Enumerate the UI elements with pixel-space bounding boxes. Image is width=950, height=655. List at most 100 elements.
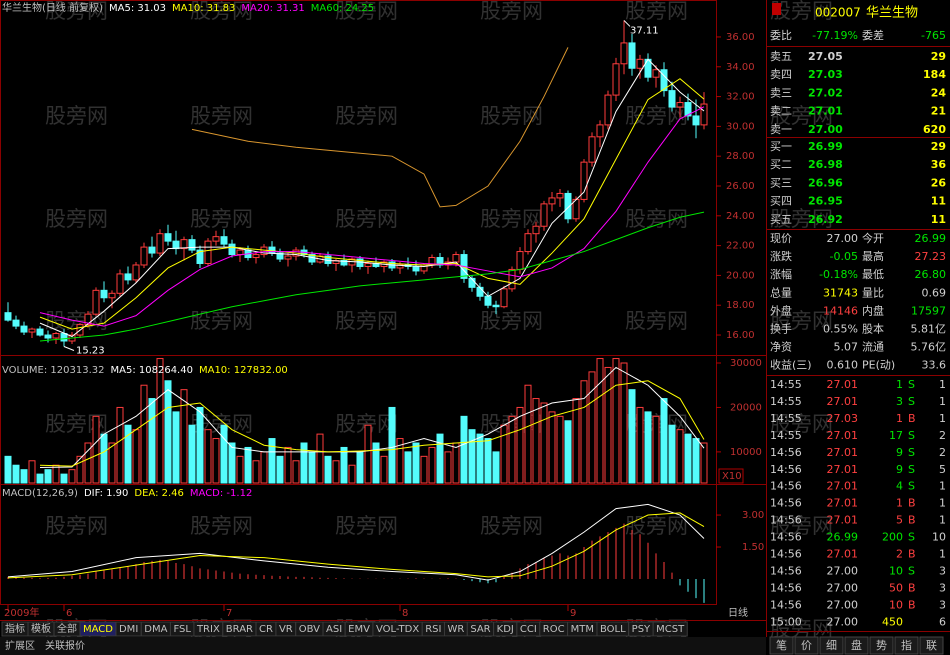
indicator-tab[interactable]: MCST [656, 624, 685, 635]
indicator-tab[interactable]: OBV [299, 624, 320, 635]
bottom-tab[interactable]: 扩展区 [5, 639, 35, 652]
book-price: 27.05 [808, 50, 843, 63]
trade-volume: 10 [889, 598, 903, 611]
indicator-tab[interactable]: TRIX [196, 624, 220, 635]
y-tick-label: 16.00 [726, 330, 755, 341]
volume-bar [348, 464, 356, 484]
book-label: 卖一 [770, 123, 792, 136]
watermark-text: 股旁网 [625, 104, 688, 128]
icon-button[interactable]: 笔 [776, 638, 787, 652]
candle-body [596, 124, 604, 138]
candle-body [500, 288, 508, 308]
indicator-tab[interactable]: ASI [326, 624, 342, 635]
candle-body [148, 246, 156, 254]
volume-bar [12, 464, 20, 484]
watermark-text: 股旁网 [335, 207, 398, 231]
icon-button[interactable]: 势 [876, 639, 887, 652]
candle-body [12, 319, 20, 327]
indicator-tab[interactable]: EMV [348, 624, 370, 635]
candle-body [92, 289, 100, 315]
indicator-tab[interactable]: SAR [470, 624, 490, 635]
icon-button[interactable]: 盘 [851, 638, 862, 652]
watermark-text: 股旁网 [625, 309, 688, 333]
indicator-tab[interactable]: MACD [83, 624, 113, 635]
volume-bar [564, 420, 572, 484]
volume-bar [172, 411, 180, 484]
book-label: 买五 [770, 213, 792, 226]
candle-body [28, 328, 36, 333]
indicator-tab[interactable]: 模板 [31, 622, 51, 635]
stat-value: 5.76亿 [911, 341, 947, 354]
trade-side: B [908, 548, 916, 561]
book-volume: 36 [931, 158, 947, 171]
icon-button[interactable]: 联 [926, 639, 937, 652]
trade-time: 14:56 [770, 564, 802, 577]
indicator-tab[interactable]: MTM [571, 624, 594, 635]
stat-label: 净资 [770, 340, 792, 354]
icon-button[interactable]: 价 [801, 639, 812, 652]
volume-bar [36, 473, 44, 484]
volume-bar [148, 398, 156, 484]
indicator-tab[interactable]: PSY [632, 624, 651, 635]
watermark-text: 股旁网 [335, 309, 398, 333]
stat-value: -0.18% [819, 268, 858, 281]
indicator-tab[interactable]: WR [447, 624, 464, 635]
icon-button-bg[interactable] [844, 636, 869, 655]
trade-time: 14:56 [770, 531, 802, 544]
candle-body [84, 313, 92, 326]
indicator-tab[interactable]: CCI [520, 624, 537, 635]
volume-bar [412, 442, 420, 484]
indicator-tab[interactable]: RSI [425, 624, 441, 635]
volume-bar [100, 433, 108, 484]
indicator-tab[interactable]: 指标 [5, 622, 25, 635]
icon-button-bg[interactable] [769, 636, 794, 655]
volume-bar [20, 469, 28, 484]
icon-button[interactable]: 细 [826, 639, 837, 652]
icon-button-bg[interactable] [819, 636, 844, 655]
watermark-text: 股旁网 [770, 412, 833, 436]
icon-button-bg[interactable] [894, 636, 919, 655]
book-volume: 29 [931, 50, 946, 63]
indicator-tab[interactable]: VR [279, 624, 293, 635]
trade-side: S [908, 395, 915, 408]
stat-label: 股本 [862, 322, 884, 336]
trade-time: 14:56 [770, 446, 802, 459]
tab-bg[interactable] [652, 621, 688, 637]
icon-button-bg[interactable] [869, 636, 894, 655]
icon-button-bg[interactable] [919, 636, 944, 655]
icon-button-bg[interactable] [794, 636, 819, 655]
trade-volume: 2 [896, 548, 903, 561]
indicator-tab[interactable]: 全部 [57, 622, 77, 635]
book-volume: 26 [931, 176, 947, 189]
volume-bar [284, 446, 292, 484]
watermark-text: 股旁网 [480, 0, 543, 23]
indicator-tab[interactable]: VOL-TDX [376, 624, 419, 635]
indicator-tab[interactable]: KDJ [497, 624, 514, 635]
unit-box [718, 468, 744, 484]
trade-price: 27.01 [827, 395, 859, 408]
indicator-tab[interactable]: DMI [119, 624, 138, 635]
watermark-text: 股旁网 [480, 514, 543, 538]
trade-volume: 1 [896, 412, 903, 425]
volume-bar [116, 406, 124, 484]
stat-value: 33.6 [922, 359, 947, 372]
candle-body [588, 136, 596, 163]
indicator-tab[interactable]: CR [259, 624, 273, 635]
icon-button[interactable]: 指 [901, 638, 912, 652]
indicator-tab[interactable]: DMA [144, 624, 167, 635]
indicator-tab[interactable]: FSL [173, 624, 191, 635]
stat-label: 涨跌 [770, 249, 792, 263]
candle-body [172, 240, 180, 250]
legend-entry: MA20: 31.31 [241, 3, 304, 14]
indicator-tab[interactable]: BRAR [226, 624, 253, 635]
bottom-tab[interactable]: 关联报价 [45, 639, 85, 652]
stat-label: 涨幅 [770, 268, 792, 281]
stock-code: 002007 [815, 6, 861, 20]
volume-bar [252, 460, 260, 484]
indicator-tab[interactable]: ROC [543, 624, 565, 635]
book-label: 买二 [770, 158, 792, 171]
stat-label: PE(动) [862, 359, 895, 372]
volume-bar [380, 455, 388, 484]
indicator-tab[interactable]: BOLL [600, 624, 626, 635]
volume-bar [332, 460, 340, 484]
